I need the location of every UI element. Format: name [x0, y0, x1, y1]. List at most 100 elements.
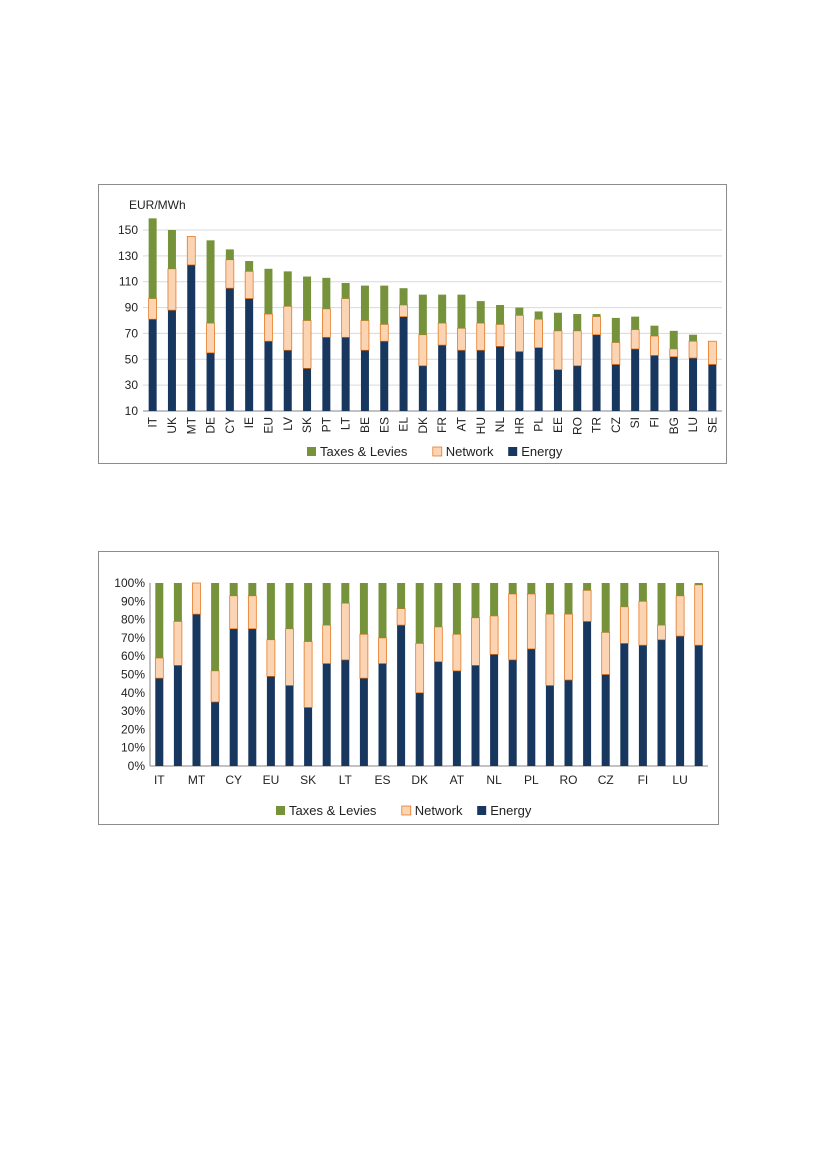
bar-segment-taxes: [359, 583, 368, 635]
x-tick-label: EL: [397, 417, 411, 432]
bar-segment-energy: [187, 264, 196, 411]
x-tick-label: SE: [705, 417, 719, 433]
legend-label-taxes: Taxes & Levies: [320, 444, 408, 459]
legend-swatch-taxes: [307, 447, 316, 456]
bar-segment-network: [508, 593, 518, 661]
legend-label-energy: Energy: [521, 444, 563, 459]
bar-segment-energy: [304, 707, 313, 766]
x-tick-label: EU: [263, 773, 280, 787]
y-tick-label: 20%: [121, 722, 145, 736]
bar-segment-taxes: [573, 314, 582, 331]
bar-segment-energy: [322, 663, 331, 766]
bar-segment-network: [476, 322, 486, 351]
bar-segment-taxes: [248, 583, 257, 596]
y-tick-label: 10: [125, 404, 139, 418]
bar-segment-network: [359, 633, 369, 679]
bar-segment-energy: [490, 654, 499, 766]
bar-segment-network: [688, 340, 698, 359]
bar-segment-taxes: [476, 301, 485, 324]
bar-segment-taxes: [527, 583, 536, 594]
bar-segment-taxes: [173, 583, 182, 622]
bar-segment-energy: [415, 692, 424, 766]
percentage-share-chart: 0% 10% 20% 30% 40% 50% 60% 70% 80% 90% 100% IT MT CY E…: [114, 576, 708, 818]
bar-segment-taxes: [415, 583, 424, 644]
x-tick-label: FR: [435, 417, 449, 433]
bar-segment-network: [322, 624, 332, 664]
legend-swatch-energy: [477, 806, 487, 815]
bar-segment-energy: [173, 665, 182, 766]
y-tick-label: 50%: [121, 668, 145, 682]
bar-segment-energy: [669, 356, 678, 411]
bar-segment-network: [515, 314, 524, 352]
bar-segment-energy: [434, 661, 443, 766]
bar-segment-network: [266, 639, 276, 677]
x-tick-label: BE: [358, 417, 372, 433]
bar-segment-energy: [508, 659, 517, 766]
bar-segment-network: [225, 259, 235, 289]
bar-segment-network: [322, 308, 331, 338]
bar-segment-network: [264, 313, 273, 342]
bar-segment-taxes: [452, 583, 461, 635]
legend-swatch-taxes: [276, 806, 285, 815]
bar-segment-network: [154, 657, 164, 679]
x-tick-label: PT: [319, 416, 333, 432]
y-tick-label: 90: [125, 301, 139, 315]
bar-segment-energy: [564, 679, 573, 766]
bar-segment-energy: [476, 350, 485, 411]
bar-segment-energy: [248, 628, 257, 766]
bar-segment-network: [489, 615, 499, 655]
bar-segment-network: [415, 643, 425, 694]
legend-swatch-energy: [508, 447, 518, 456]
bar-segment-energy: [676, 636, 685, 766]
bar-segment-energy: [155, 678, 164, 766]
bar-segment-network: [341, 298, 350, 338]
x-tick-label: PL: [524, 773, 539, 787]
legend-label-taxes: Taxes & Levies: [289, 803, 377, 818]
bar-segment-network: [650, 335, 659, 356]
bar-segment-taxes: [438, 294, 447, 324]
x-tick-label: LV: [281, 417, 295, 431]
bar-segment-network: [379, 324, 389, 342]
bar-segment-energy: [496, 346, 505, 411]
bar-segment-taxes: [508, 583, 517, 594]
bar-segment-energy: [620, 643, 629, 766]
bar-segment-energy: [418, 365, 427, 411]
bar-segment-energy: [601, 674, 610, 766]
x-tick-label: IT: [154, 773, 165, 787]
y-tick-label: 10%: [121, 741, 145, 755]
bar-segment-network: [229, 595, 239, 630]
bar-segment-energy: [650, 355, 659, 411]
x-tick-label: DK: [416, 417, 430, 434]
bar-segment-network: [437, 322, 447, 346]
bar-segment-network: [360, 320, 370, 351]
bar-segment-network: [378, 637, 387, 664]
bar-segment-network: [340, 602, 350, 661]
bar-segment-taxes: [638, 583, 647, 602]
bar-segment-network: [534, 318, 543, 348]
bar-segment-taxes: [304, 583, 313, 642]
bar-segment-network: [611, 342, 621, 365]
bar-segment-energy: [360, 350, 369, 411]
bar-segment-taxes: [303, 276, 312, 321]
bar-segment-network: [564, 613, 573, 681]
bar-segment-network: [675, 595, 685, 637]
bar-segment-taxes: [418, 294, 427, 335]
bar-segment-taxes: [650, 325, 659, 337]
y-tick-label: 70: [125, 326, 139, 340]
bar-segment-network: [592, 316, 601, 336]
bar-segment-taxes: [225, 249, 234, 260]
bar-segment-energy: [285, 685, 294, 766]
bar-segment-energy: [583, 621, 592, 766]
bar-segment-taxes: [490, 583, 499, 616]
bar-segment-taxes: [380, 285, 389, 325]
bar-segment-network: [167, 268, 177, 311]
bar-segment-taxes: [471, 583, 480, 618]
bar-segment-energy: [452, 670, 461, 766]
bar-segment-taxes: [601, 583, 610, 633]
x-tick-label: PL: [532, 417, 546, 432]
x-tick-label: IE: [242, 417, 256, 428]
bar-segment-energy: [359, 678, 368, 766]
bar-segment-taxes: [620, 583, 629, 607]
legend-swatch-network: [401, 805, 412, 816]
x-tick-label: AT: [450, 773, 465, 787]
